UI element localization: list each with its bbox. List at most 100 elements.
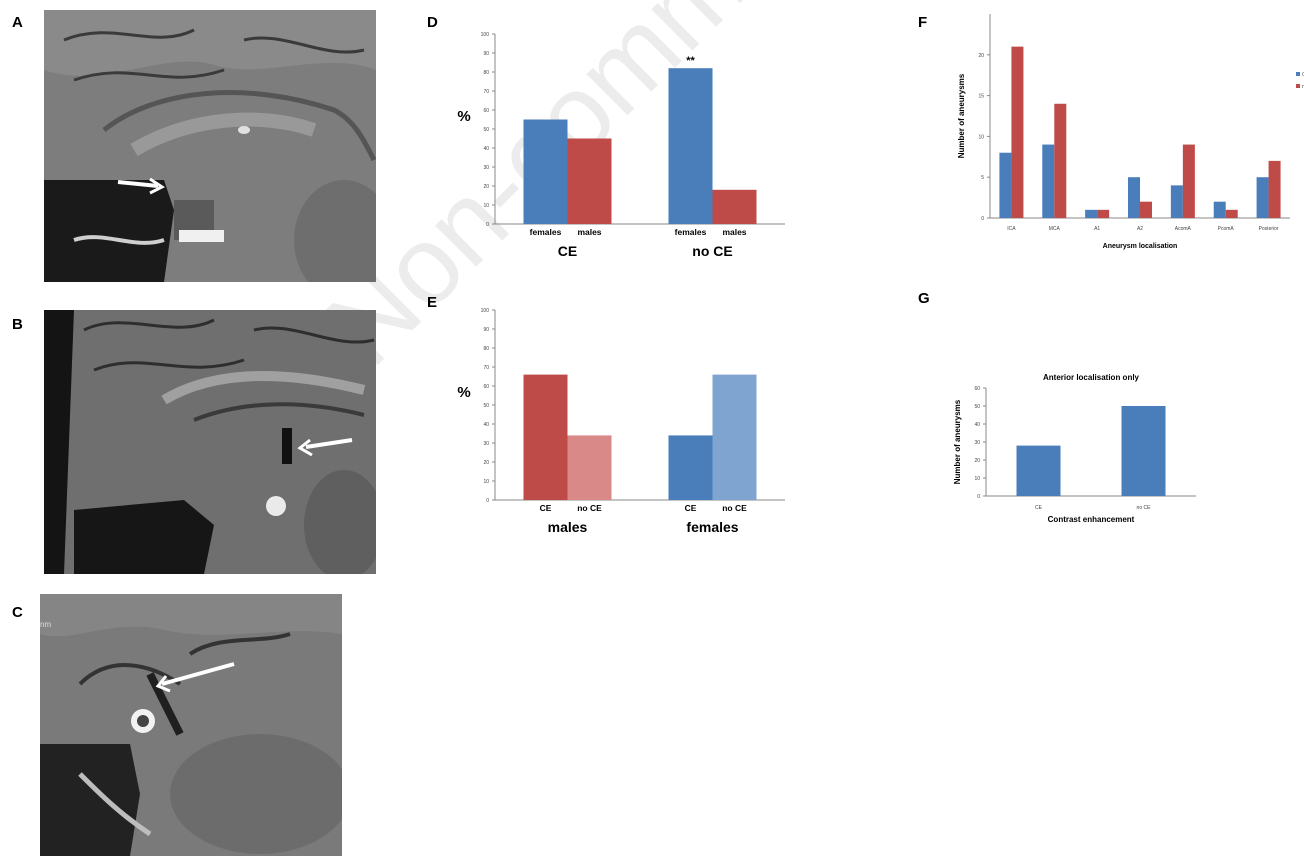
chart-g-bar bbox=[1016, 445, 1061, 496]
chart-d-bar-label: females bbox=[530, 227, 562, 237]
panel-letter-g: G bbox=[918, 290, 930, 307]
chart-f-category-label: ICA bbox=[1007, 226, 1016, 232]
mri-image-b bbox=[44, 310, 376, 574]
chart-e-ytick-label: 80 bbox=[483, 346, 489, 352]
chart-g-ytick-label: 0 bbox=[977, 494, 980, 500]
chart-d-ytick-label: 60 bbox=[483, 108, 489, 114]
chart-e-ytick-label: 20 bbox=[483, 460, 489, 466]
chart-e-ytick-label: 50 bbox=[483, 403, 489, 409]
chart-d-ytick-label: 50 bbox=[483, 127, 489, 133]
chart-e-svg: 0 10 20 30 40 50 60 70 80 90 100% CE no CE males CE no … bbox=[457, 308, 785, 535]
chart-g-bar bbox=[1121, 406, 1166, 496]
chart-d-group-label: no CE bbox=[692, 243, 732, 259]
chart-f-ytick-label: 5 bbox=[981, 175, 984, 181]
chart-g-ytick-label: 40 bbox=[974, 422, 980, 428]
chart-d-ytick-label: 90 bbox=[483, 51, 489, 57]
chart-e-ytick-label: 90 bbox=[483, 327, 489, 333]
chart-f-bar bbox=[1140, 201, 1152, 218]
chart-e-ylabel: % bbox=[457, 384, 470, 401]
chart-f-bar bbox=[1097, 209, 1110, 218]
chart-e-ytick-label: 100 bbox=[481, 308, 490, 314]
chart-d-ytick-label: 20 bbox=[483, 184, 489, 190]
chart-e-bar bbox=[712, 374, 757, 500]
chart-f-bar bbox=[1054, 103, 1067, 218]
chart-d-group-label: CE bbox=[558, 243, 577, 259]
chart-e-bar-label: CE bbox=[540, 503, 552, 513]
panel-letter-b: B bbox=[12, 316, 23, 333]
chart-g: Anterior localisation only 0 10 20 30 40 50 60 N… bbox=[950, 360, 1210, 540]
chart-e-ytick-label: 70 bbox=[483, 365, 489, 371]
chart-g-ytick-label: 10 bbox=[974, 476, 980, 482]
chart-g-ytick-label: 20 bbox=[974, 458, 980, 464]
chart-e-group-label: females bbox=[686, 519, 738, 535]
chart-g-ytick-label: 30 bbox=[974, 440, 980, 446]
mri-c-label: nm bbox=[40, 620, 52, 629]
chart-d-bar bbox=[567, 138, 612, 224]
panel-letter-a: A bbox=[12, 14, 23, 31]
panel-letter-f: F bbox=[918, 14, 928, 31]
chart-f-legend-swatch bbox=[1296, 84, 1300, 88]
chart-d-bar bbox=[712, 189, 757, 224]
chart-f-category-label: A2 bbox=[1137, 226, 1143, 232]
chart-f-category-label: MCA bbox=[1049, 226, 1061, 232]
chart-d-bar bbox=[523, 119, 568, 224]
chart-f-ytick-label: 10 bbox=[978, 134, 984, 140]
chart-d-ytick-label: 10 bbox=[483, 203, 489, 209]
chart-f-ytick-label: 15 bbox=[978, 94, 984, 100]
panel-letter-c: C bbox=[12, 604, 23, 621]
chart-f-category-label: Posterior bbox=[1259, 226, 1279, 232]
chart-e-bar bbox=[668, 435, 713, 500]
chart-g-ytick-label: 50 bbox=[974, 404, 980, 410]
chart-f-legend-label: no CE bbox=[1302, 84, 1304, 90]
panel-letter-e: E bbox=[427, 294, 438, 311]
chart-d-ytick-label: 30 bbox=[483, 165, 489, 171]
chart-d-bar-label: males bbox=[577, 227, 601, 237]
chart-d-bar-label: females bbox=[675, 227, 707, 237]
panel-letter-d: D bbox=[427, 14, 438, 31]
chart-f-bar bbox=[1256, 177, 1269, 218]
chart-e-ytick-label: 0 bbox=[486, 498, 489, 504]
chart-f-ylabel: Number of aneurysms bbox=[957, 73, 966, 158]
chart-f-bar bbox=[1085, 209, 1098, 218]
chart-e-ytick-label: 30 bbox=[483, 441, 489, 447]
chart-d-ytick-label: 80 bbox=[483, 70, 489, 76]
chart-f-xlabel: Aneurysm localisation bbox=[1103, 243, 1178, 250]
chart-f-bar bbox=[1268, 160, 1281, 218]
chart-d-annotation: ** bbox=[686, 55, 695, 67]
chart-f-svg: 0 5 10 15 20 Number of aneurysms Aneurysm loca… bbox=[957, 14, 1304, 250]
chart-f-bar bbox=[1182, 144, 1195, 218]
chart-f-bar bbox=[1170, 185, 1183, 218]
chart-f-ytick-label: 0 bbox=[981, 216, 984, 222]
mri-image-a bbox=[44, 10, 376, 282]
chart-e-bar bbox=[523, 374, 568, 500]
chart-d-ytick-label: 100 bbox=[481, 32, 490, 38]
chart-f-bar bbox=[1011, 46, 1024, 218]
chart-g-category-label: no CE bbox=[1137, 505, 1152, 511]
chart-e-bar-label: no CE bbox=[722, 503, 747, 513]
chart-e-ytick-label: 60 bbox=[483, 384, 489, 390]
chart-e-bar bbox=[567, 435, 612, 500]
chart-d-ytick-label: 70 bbox=[483, 89, 489, 95]
chart-e-ytick-label: 10 bbox=[483, 479, 489, 485]
chart-f-legend-swatch bbox=[1296, 72, 1300, 76]
chart-f-bar bbox=[1128, 177, 1140, 218]
chart-f-bar bbox=[1042, 144, 1055, 218]
chart-f-bar bbox=[1225, 209, 1238, 218]
chart-g-title: Anterior localisation only bbox=[1043, 373, 1140, 382]
chart-f-bar bbox=[1213, 201, 1226, 218]
chart-g-ylabel: Number of aneurysms bbox=[953, 399, 962, 484]
chart-e: 0 10 20 30 40 50 60 70 80 90 100% CE no CE males CE no … bbox=[440, 296, 800, 546]
chart-d-bar-label: males bbox=[722, 227, 746, 237]
chart-f-category-label: PcomA bbox=[1218, 226, 1235, 232]
chart-f-category-label: AcomA bbox=[1175, 226, 1192, 232]
chart-g-category-label: CE bbox=[1035, 505, 1043, 511]
chart-e-bar-label: no CE bbox=[577, 503, 602, 513]
chart-e-ytick-label: 40 bbox=[483, 422, 489, 428]
chart-d: 0 10 20 30 40 50 60 70 80 90 100% females males CE fem… bbox=[440, 20, 800, 270]
chart-g-xlabel: Contrast enhancement bbox=[1048, 515, 1135, 524]
chart-e-bar-label: CE bbox=[685, 503, 697, 513]
chart-f-ytick-label: 20 bbox=[978, 53, 984, 59]
chart-e-group-label: males bbox=[548, 519, 588, 535]
chart-d-ytick-label: 0 bbox=[486, 222, 489, 228]
